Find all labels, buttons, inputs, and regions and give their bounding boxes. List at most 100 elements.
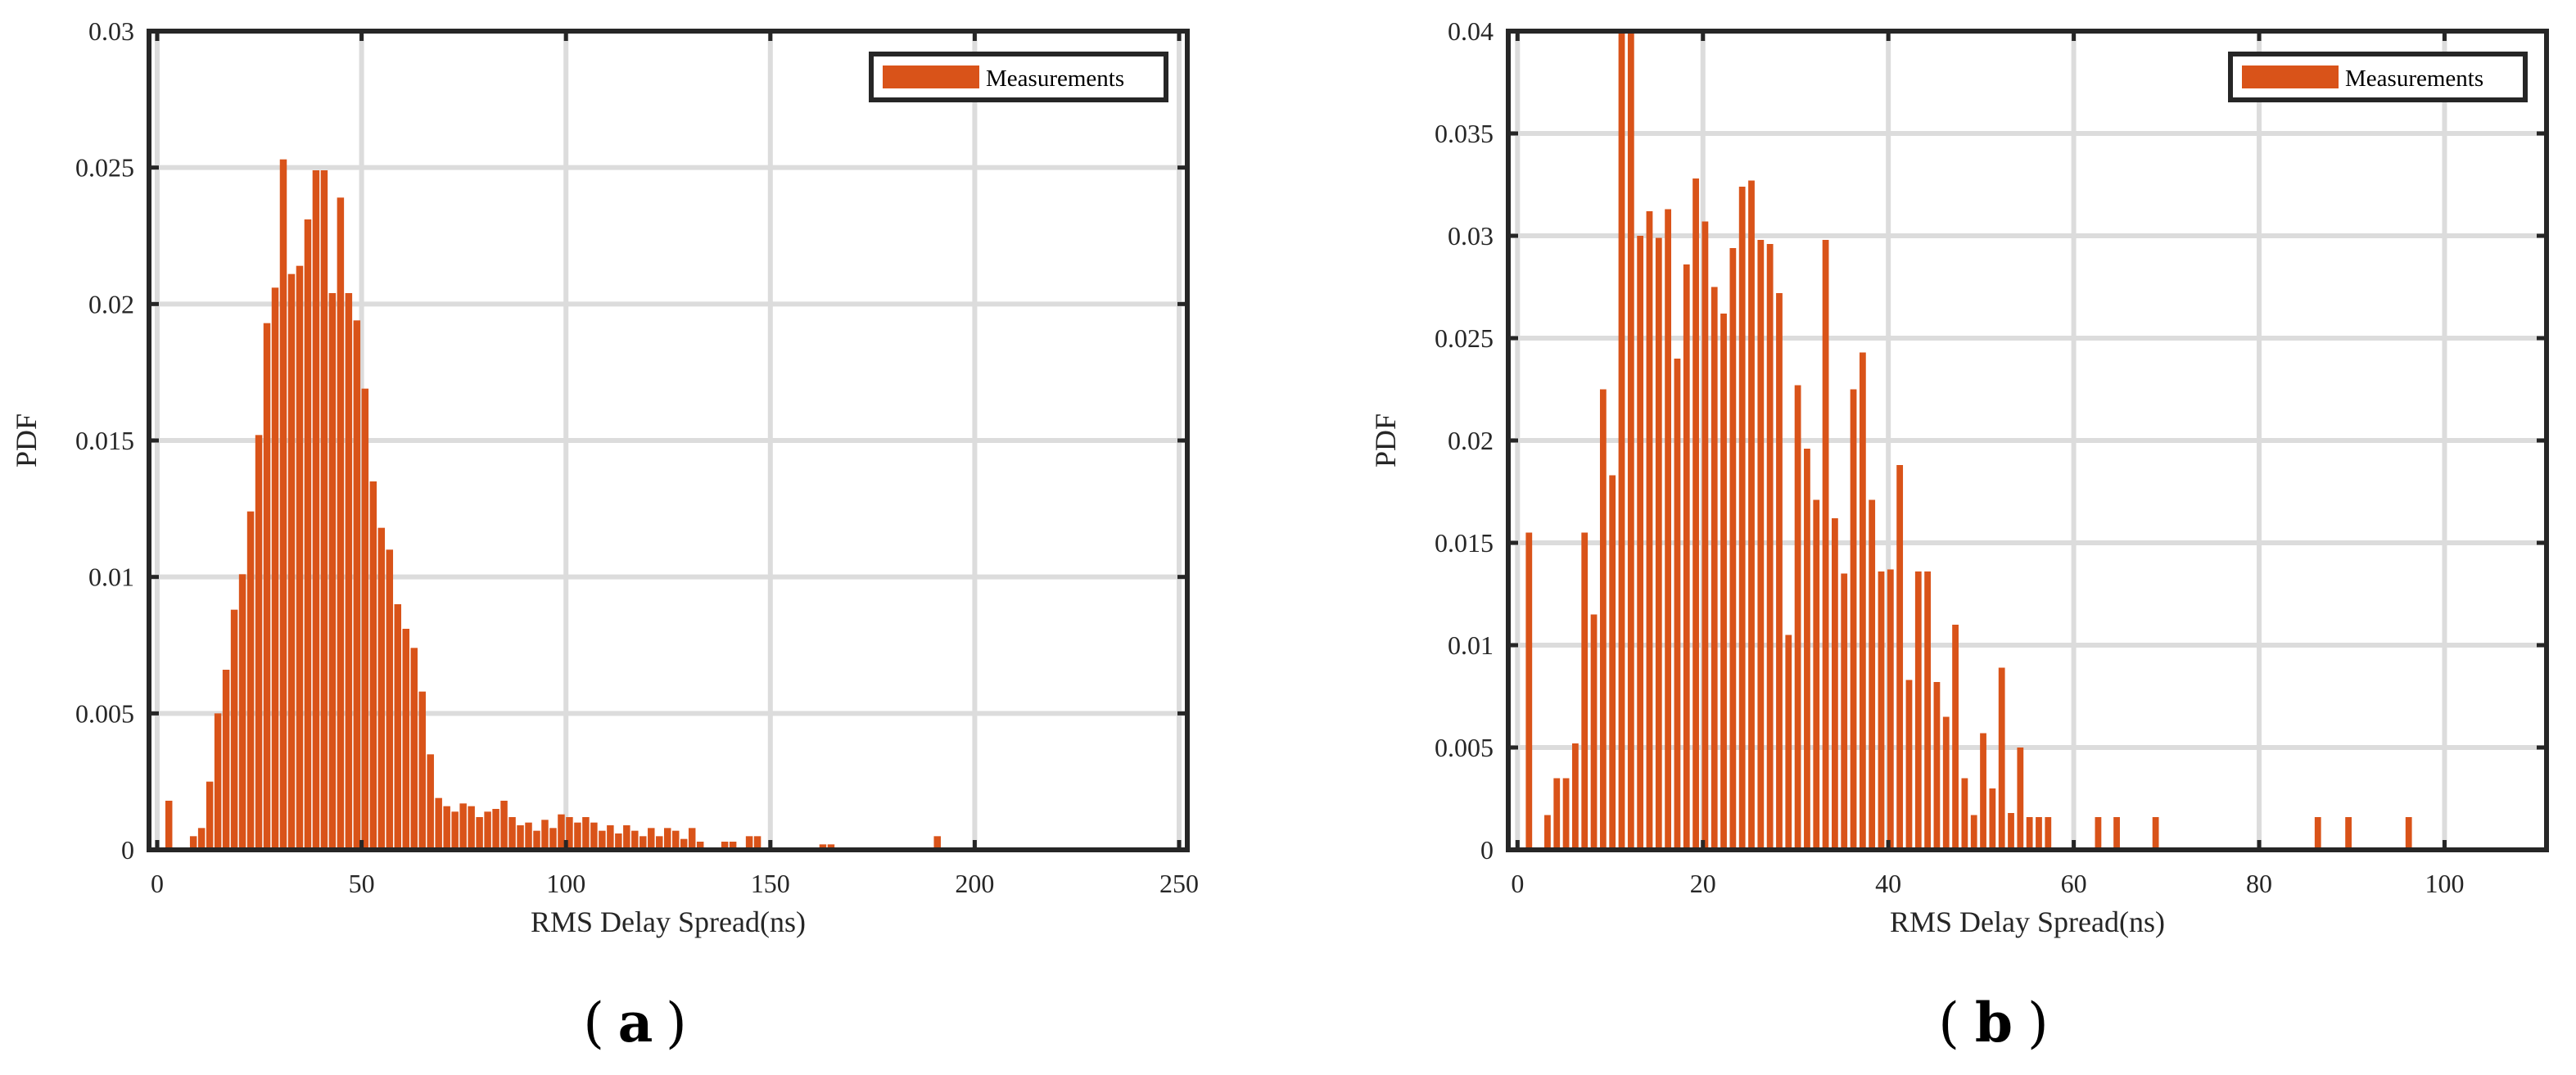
bar (1776, 293, 1783, 850)
bar (590, 822, 598, 850)
bar (214, 713, 222, 850)
x-tick-label: 40 (1875, 869, 1901, 898)
x-tick-label: 50 (349, 869, 375, 898)
bar (745, 836, 753, 850)
tick-marks (1508, 29, 2547, 852)
bar (2095, 817, 2102, 850)
bar (688, 828, 696, 850)
bar (1878, 571, 1885, 850)
bar (165, 801, 173, 850)
bar (246, 511, 255, 850)
bar (2036, 817, 2042, 850)
bar (1711, 287, 1718, 850)
bar (1905, 680, 1913, 850)
panel-label-open-paren: ( (583, 991, 604, 1055)
bar (525, 822, 532, 850)
bar (1637, 236, 1644, 850)
x-tick-label: 250 (1159, 869, 1199, 898)
bar (631, 830, 639, 850)
panel-label-open-paren: ( (1938, 991, 1959, 1055)
bar (2314, 817, 2321, 850)
bar (1998, 667, 2005, 850)
bar (607, 825, 614, 850)
y-tick-label: 0.04 (1448, 16, 1494, 46)
bar (2026, 817, 2033, 850)
bar (1581, 532, 1589, 850)
bar (827, 844, 835, 850)
bar (2405, 817, 2412, 850)
bar (1702, 221, 1709, 850)
bar (230, 609, 238, 850)
bar (1961, 778, 1968, 850)
bar (508, 817, 516, 850)
bar (1665, 209, 1672, 850)
x-tick-label: 80 (2246, 869, 2272, 898)
bar (206, 781, 214, 850)
bar (1914, 571, 1922, 850)
bar (680, 838, 688, 850)
x-axis-label: RMS Delay Spread(ns) (1890, 906, 2165, 938)
y-tick-label: 0.03 (1448, 221, 1494, 251)
bar (271, 287, 279, 850)
bar (492, 809, 499, 850)
y-tick-label: 0.005 (75, 698, 134, 728)
bar (418, 691, 426, 850)
bar (1683, 264, 1690, 850)
panel-label: a (618, 991, 653, 1055)
bar (263, 323, 271, 851)
legend: Measurements (869, 52, 1168, 102)
bar (410, 648, 418, 850)
bar (2008, 813, 2014, 850)
bar (1692, 178, 1699, 850)
bar (1952, 625, 1959, 850)
bar (328, 293, 337, 850)
y-tick-label: 0.01 (88, 562, 134, 592)
bar (582, 817, 590, 850)
bar (1859, 352, 1866, 850)
y-axis-label: PDF (10, 413, 43, 467)
bar (1869, 499, 1876, 850)
x-tick-label: 200 (955, 869, 994, 898)
bar (279, 159, 287, 850)
bar (353, 320, 361, 850)
y-tick-label: 0.02 (1448, 426, 1494, 455)
bar (1794, 385, 1801, 850)
bar (639, 836, 647, 850)
bar (599, 830, 606, 850)
bar (1562, 778, 1570, 850)
bar (1748, 180, 1755, 850)
bar (819, 844, 827, 850)
bar (1544, 815, 1551, 850)
bar (402, 629, 409, 850)
bar (1609, 475, 1616, 850)
bar (1766, 244, 1774, 850)
bar (933, 836, 941, 850)
x-tick-label: 100 (2425, 869, 2464, 898)
bar (1655, 237, 1662, 850)
bar (238, 574, 246, 850)
panel-label-close-paren: ) (666, 991, 687, 1055)
bar (696, 842, 704, 850)
bars (1525, 31, 2412, 850)
bar (386, 549, 394, 850)
bar (1572, 743, 1579, 850)
x-tick-label: 0 (151, 869, 164, 898)
bar (1618, 31, 1625, 850)
bar (1970, 815, 1977, 850)
bar (189, 836, 197, 850)
bar (312, 170, 320, 850)
bar (468, 806, 475, 850)
bar (337, 197, 345, 851)
x-tick-label: 150 (751, 869, 790, 898)
bar (476, 817, 483, 850)
bar (304, 219, 312, 850)
y-tick-label: 0 (1480, 835, 1494, 865)
panel-label: b (1975, 991, 2013, 1055)
y-tick-label: 0.015 (75, 426, 134, 455)
y-tick-label: 0.025 (75, 153, 134, 183)
legend-entry: Measurements (2345, 65, 2483, 92)
bar (664, 828, 671, 850)
bar (615, 833, 622, 850)
